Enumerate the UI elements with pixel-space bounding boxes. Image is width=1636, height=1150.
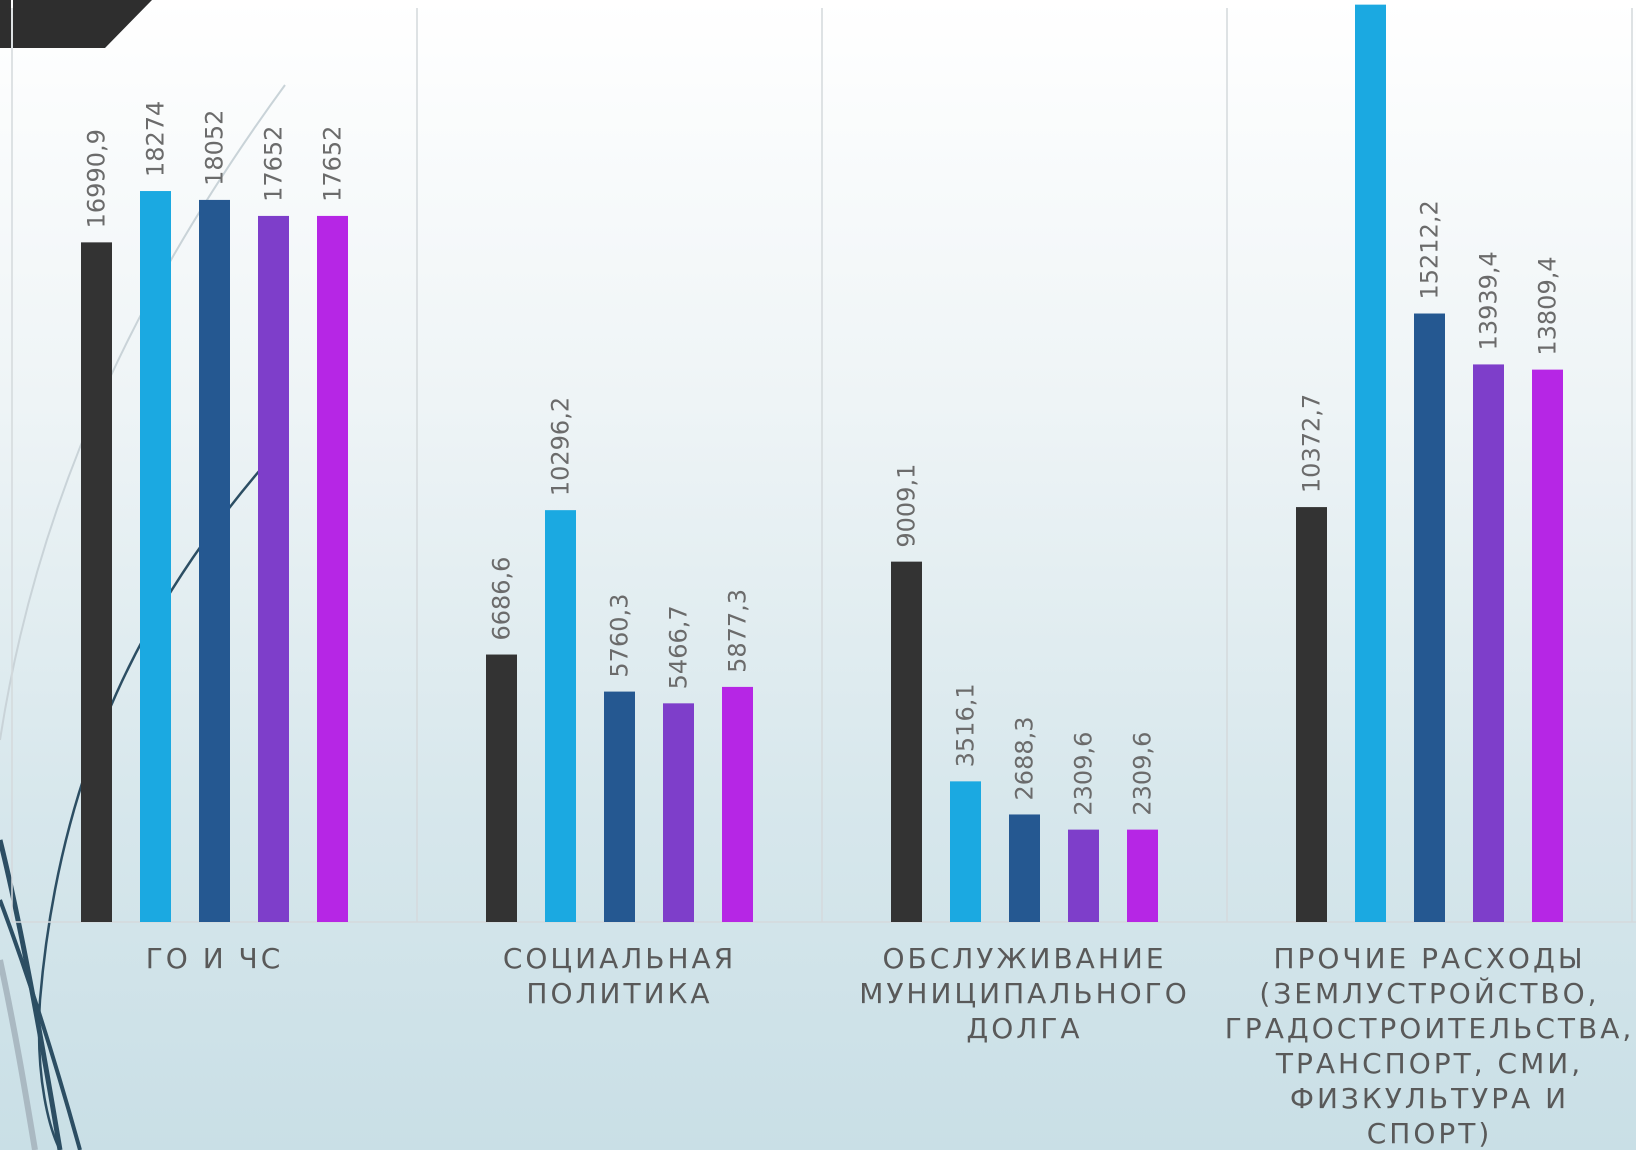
category-label: ГРАДОСТРОИТЕЛЬСТВА,: [1225, 1012, 1635, 1045]
value-label: 5466,7: [665, 605, 693, 689]
category-label: СПОРТ): [1367, 1117, 1493, 1150]
bar-series-4-category-1: [258, 215, 289, 923]
value-label: 2688,3: [1011, 716, 1039, 800]
bar-series-2-category-4: [1355, 4, 1386, 922]
bar-series-1-category-2: [486, 654, 517, 922]
value-label: 2309,6: [1070, 732, 1098, 816]
value-label: 6686,6: [488, 557, 516, 641]
bar-series-2-category-1: [140, 191, 171, 923]
value-label: 10296,2: [547, 397, 575, 496]
category-label: ГО И ЧС: [146, 942, 284, 975]
bar-series-3-category-1: [199, 199, 230, 923]
bar-series-5-category-1: [317, 215, 348, 923]
value-label: 5760,3: [606, 594, 634, 678]
bar-series-1-category-3: [891, 561, 922, 922]
category-label: МУНИЦИПАЛЬНОГО: [859, 977, 1190, 1010]
value-label: 5877,3: [724, 589, 752, 673]
category-label: ТРАНСПОРТ, СМИ,: [1275, 1047, 1583, 1080]
value-label: 10372,7: [1298, 394, 1326, 493]
category-label: ПРОЧИЕ РАСХОДЫ: [1273, 942, 1585, 975]
bar-series-5-category-3: [1127, 829, 1158, 922]
bar-series-5-category-2: [722, 686, 753, 922]
value-label: 13809,4: [1534, 256, 1562, 355]
bar-series-3-category-2: [604, 691, 635, 922]
bar-series-2-category-3: [950, 781, 981, 922]
value-label: 13939,4: [1475, 251, 1503, 350]
value-label: 9009,1: [893, 464, 921, 548]
bar-series-3-category-3: [1009, 814, 1040, 922]
bar-series-4-category-3: [1068, 829, 1099, 922]
value-label: 17652: [260, 126, 288, 202]
bars: [81, 4, 1563, 923]
value-label: 17652: [319, 126, 347, 202]
category-label: ДОЛГА: [966, 1012, 1082, 1045]
category-label: ОБСЛУЖИВАНИЕ: [882, 942, 1166, 975]
value-label: 3516,1: [952, 683, 980, 767]
bar-series-4-category-4: [1473, 364, 1504, 922]
bar-series-2-category-2: [545, 510, 576, 922]
corner-tab: [0, 0, 152, 48]
category-label: ПОЛИТИКА: [526, 977, 712, 1010]
category-label: (ЗЕМЛУСТРОЙСТВО,: [1259, 976, 1599, 1010]
value-label: 2309,6: [1129, 732, 1157, 816]
bar-series-1-category-1: [81, 242, 112, 922]
value-labels: 16990,9 6686,6 9009,1 10372,7 18274 10296,2 35…: [83, 101, 1562, 816]
value-label: 18274: [142, 101, 170, 177]
bar-series-1-category-4: [1296, 507, 1327, 922]
value-label: 15212,2: [1416, 200, 1444, 299]
value-label: 16990,9: [83, 129, 111, 228]
bar-series-5-category-4: [1532, 369, 1563, 922]
category-label: СОЦИАЛЬНАЯ: [503, 942, 736, 975]
category-label: ФИЗКУЛЬТУРА И: [1290, 1082, 1569, 1115]
bar-series-3-category-4: [1414, 313, 1445, 923]
value-label: 18052: [201, 110, 229, 186]
bar-series-4-category-2: [663, 703, 694, 922]
grid-lines: [11, 8, 1636, 923]
